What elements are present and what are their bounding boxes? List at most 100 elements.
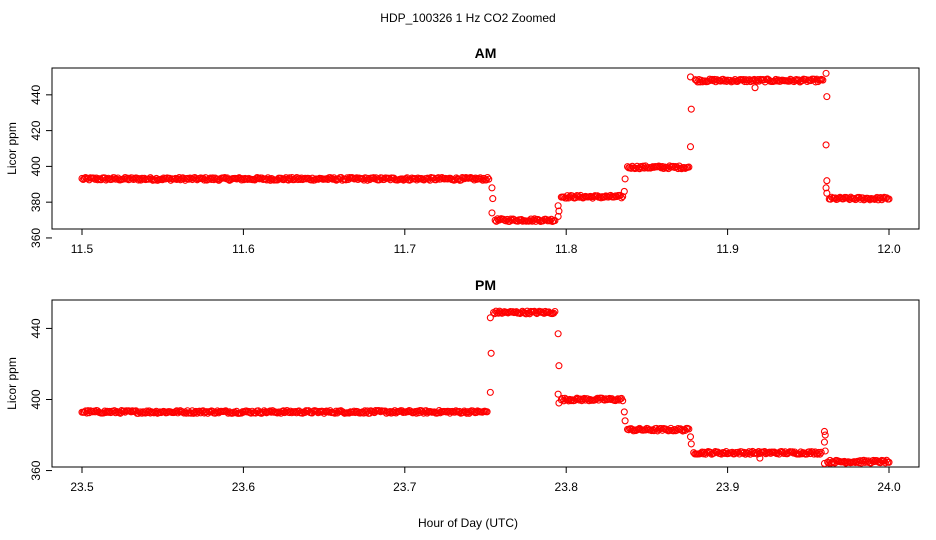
plateau-segment: [490, 307, 559, 318]
data-point: [620, 408, 628, 416]
x-tick-label: 23.6: [232, 480, 256, 494]
data-point: [822, 141, 830, 149]
data-point: [821, 447, 829, 455]
plateau-segment: [557, 191, 627, 202]
data-point: [554, 330, 562, 338]
x-tick-label: 11.5: [71, 242, 94, 256]
y-tick-label: 440: [29, 85, 43, 105]
y-tick-label: 440: [29, 318, 43, 338]
data-point: [756, 454, 764, 462]
transition-points: [686, 433, 695, 448]
data-point: [685, 425, 693, 433]
x-tick-label: 24.0: [877, 480, 901, 494]
plateau-segment: [557, 394, 627, 405]
data-points: [78, 307, 893, 468]
data-point: [620, 187, 628, 195]
y-tick-label: 400: [29, 156, 43, 176]
transition-points: [822, 69, 831, 197]
data-point: [817, 448, 825, 456]
transition-points: [751, 84, 759, 92]
data-point: [94, 176, 102, 184]
data-point: [555, 362, 563, 370]
data-point: [823, 189, 831, 197]
plateau-segment: [825, 193, 893, 204]
transition-points: [686, 73, 695, 151]
data-point: [686, 73, 695, 81]
data-point: [823, 93, 831, 101]
data-point: [555, 207, 563, 215]
transition-points: [488, 184, 497, 217]
y-axis-label: Licor ppm: [5, 122, 19, 175]
data-point: [483, 408, 491, 416]
data-point: [488, 209, 496, 217]
data-point: [486, 314, 494, 322]
x-tick-label: 12.0: [877, 242, 901, 256]
data-point: [820, 459, 828, 468]
data-point: [885, 195, 893, 203]
plateau-segment: [491, 215, 559, 225]
y-tick-label: 360: [29, 228, 43, 248]
y-tick-label: 420: [29, 120, 43, 140]
plateau-segment: [824, 456, 893, 467]
data-point: [507, 215, 515, 223]
data-point: [820, 427, 828, 436]
transition-points: [486, 314, 495, 396]
am-panel: AM Licor ppm 11.5 11.6 11.7 11.8 11.9 12.0 360 38…: [5, 45, 920, 256]
data-point: [486, 388, 494, 396]
data-point: [814, 450, 822, 458]
data-point: [554, 390, 562, 398]
panel-title: AM: [475, 45, 497, 61]
panel-title: PM: [475, 277, 496, 293]
x-tick-label: 11.8: [555, 242, 578, 256]
data-point: [629, 427, 638, 435]
data-point: [555, 399, 563, 407]
plot-frame: [51, 299, 920, 468]
x-tick-label: 11.9: [716, 242, 739, 256]
data-point: [209, 174, 217, 182]
data-points: [78, 69, 893, 225]
plateau-segment: [691, 75, 827, 86]
data-point: [885, 458, 893, 466]
y-tick-label: 400: [29, 389, 43, 409]
transition-points: [554, 202, 563, 221]
data-point: [680, 164, 688, 172]
data-point: [815, 448, 823, 456]
data-point: [488, 184, 496, 192]
data-point: [686, 143, 695, 151]
data-point: [554, 202, 562, 210]
transition-points: [620, 408, 629, 425]
x-tick-label: 23.7: [393, 480, 417, 494]
plot-frame: [51, 67, 920, 230]
data-point: [751, 84, 759, 92]
data-point: [821, 431, 829, 439]
data-point: [617, 194, 626, 202]
plateau-segment: [78, 173, 493, 184]
data-point: [822, 184, 830, 192]
y-tick-label: 360: [29, 460, 43, 480]
data-point: [350, 407, 358, 415]
transition-points: [756, 454, 764, 462]
y-axis-label: Licor ppm: [5, 357, 19, 410]
transition-points: [620, 175, 629, 195]
data-point: [820, 438, 828, 446]
data-point: [823, 177, 831, 185]
data-point: [869, 456, 877, 465]
plateau-segment: [78, 406, 491, 417]
transition-points: [554, 330, 563, 407]
data-point: [554, 212, 562, 221]
data-point: [485, 175, 493, 183]
plateau-segment: [623, 162, 693, 173]
data-point: [687, 440, 695, 448]
data-point: [685, 163, 693, 171]
data-point: [551, 307, 559, 316]
data-point: [619, 397, 627, 405]
pm-panel: PM Licor ppm 23.5 23.6 23.7 23.8 23.9 24.0 360 40…: [5, 277, 920, 494]
data-point: [819, 76, 827, 84]
data-point: [621, 175, 629, 183]
data-point: [550, 309, 558, 317]
data-point: [567, 397, 575, 405]
x-tick-label: 23.5: [70, 480, 94, 494]
plateau-segment: [690, 447, 825, 458]
data-point: [706, 75, 714, 83]
